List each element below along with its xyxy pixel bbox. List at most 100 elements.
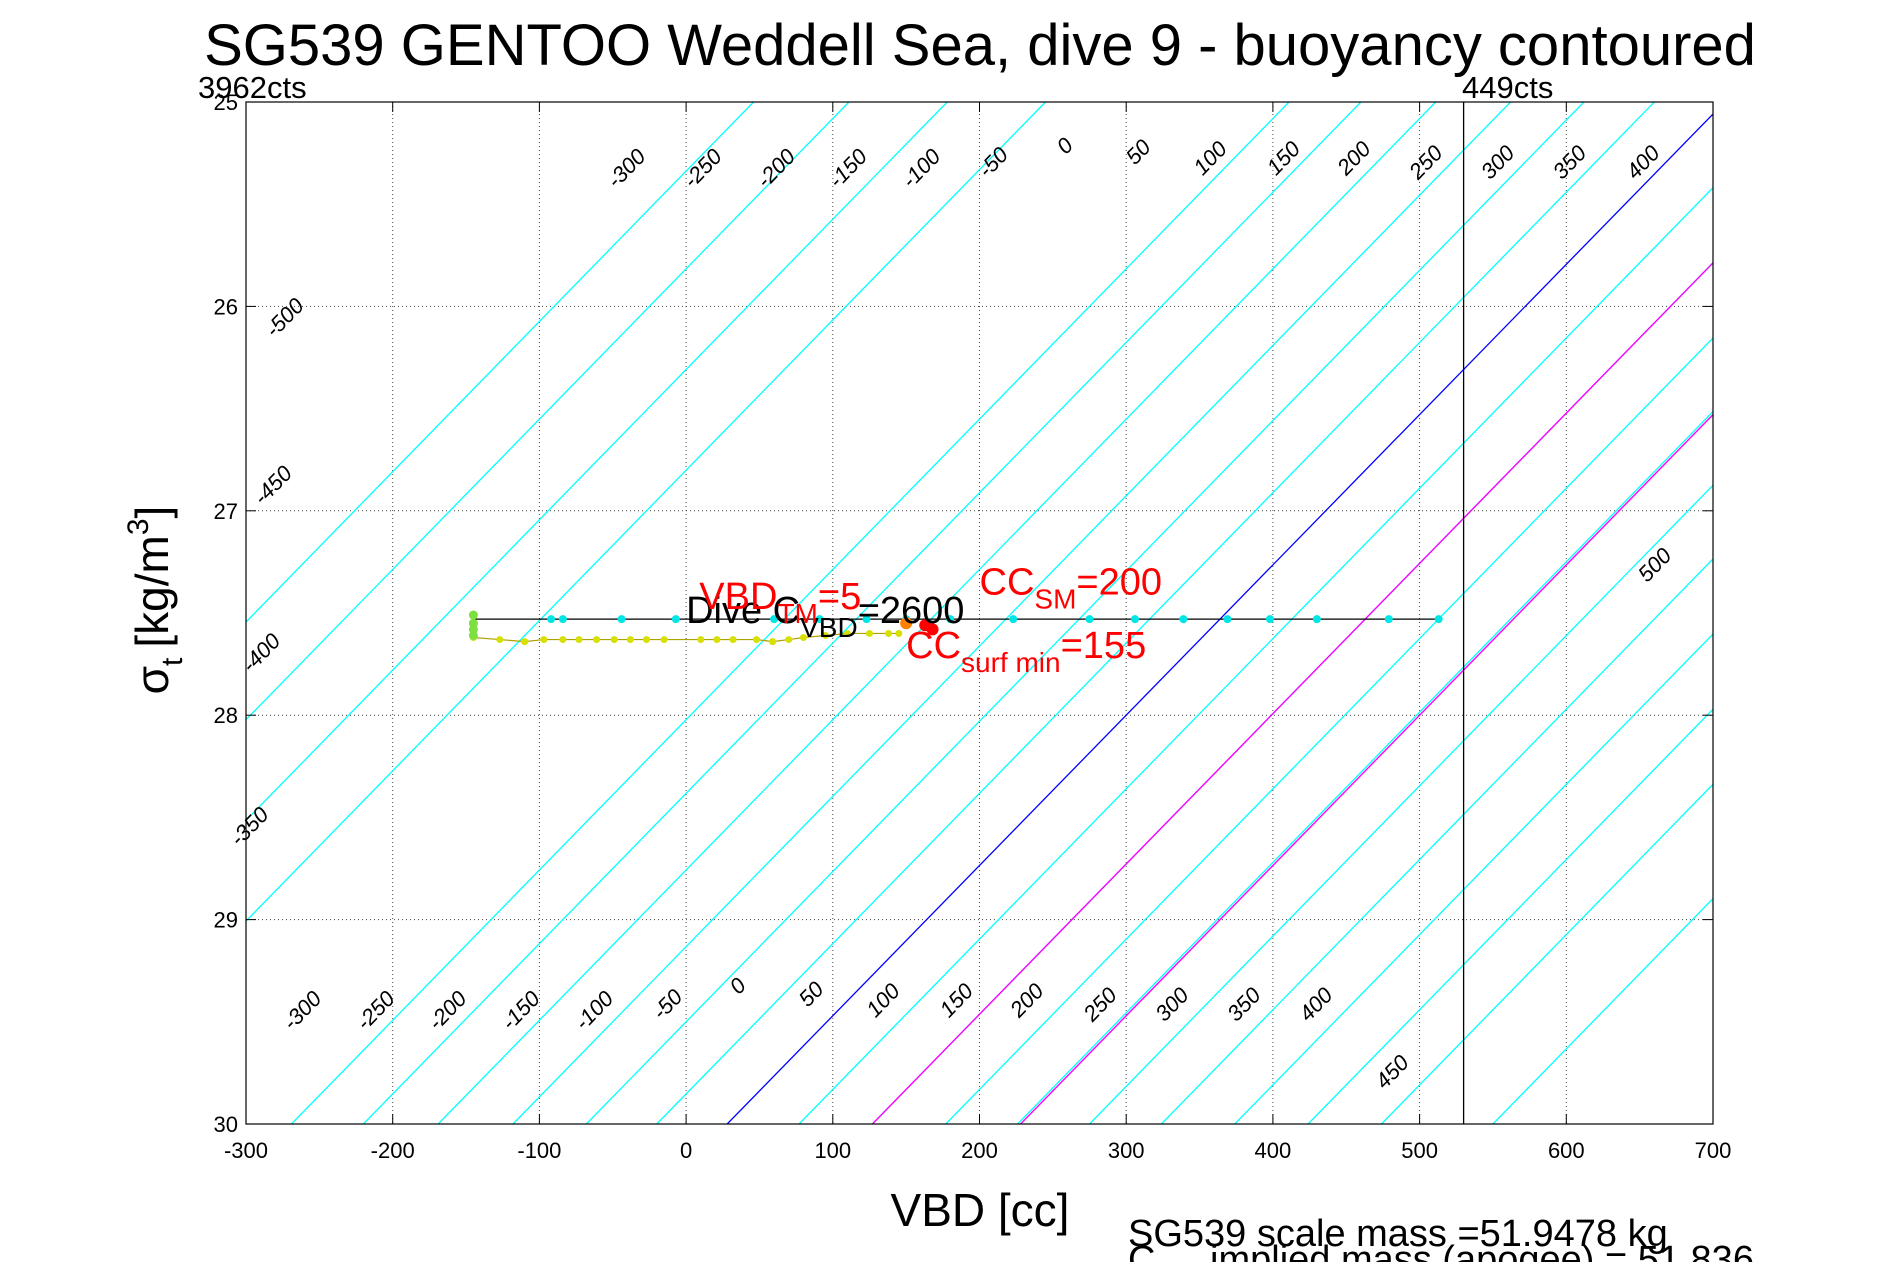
x-tick-label: 700 (1695, 1138, 1732, 1163)
contour-label--250: -250 (678, 143, 727, 193)
descent-point (815, 615, 824, 624)
x-tick-label: 400 (1255, 1138, 1292, 1163)
contour-line-400 (1307, 708, 1713, 1124)
contour-label-0: 0 (1052, 132, 1079, 159)
dive-track (468, 610, 1443, 646)
contour-label-0: 0 (724, 972, 751, 999)
contour-label--50: -50 (647, 984, 688, 1025)
contour-label--350: -350 (225, 801, 274, 851)
annotation-cc_surf_min: CCsurf min=155 (906, 625, 1146, 678)
right-counts-label: 449cts (1462, 70, 1553, 105)
y-axis-label-sup: 3 (122, 518, 155, 535)
contour-line-250 (1089, 484, 1713, 1124)
contour-label--200: -200 (423, 985, 472, 1035)
contour-line--300 (291, 102, 1290, 1124)
annotation-sub: SM (1034, 584, 1076, 615)
contour-line--150 (512, 102, 1512, 1124)
contour-label-400: 400 (1621, 140, 1665, 184)
annotation-dive_c_vbd: Dive CVBD=2600 (686, 590, 964, 643)
ascent-point (697, 636, 705, 644)
contour-label-350: 350 (1222, 982, 1266, 1026)
contour-line-450 (1380, 783, 1713, 1124)
ascent-point (660, 636, 668, 644)
contour-label-250: 250 (1403, 140, 1448, 185)
annotation-main: VBD (699, 576, 777, 618)
descent-point (1179, 615, 1188, 624)
annotation-vbd_tm: VBDTM=5 (699, 576, 861, 629)
ascent-point (540, 636, 548, 644)
x-tick-label: 0 (680, 1138, 692, 1163)
cc-line-1 (1020, 413, 1713, 1124)
highlight-point (926, 623, 939, 636)
contour-line--100 (585, 102, 1585, 1124)
contour-label--250: -250 (351, 985, 400, 1035)
annotation-value: =5 (818, 576, 861, 618)
ascent-point (593, 636, 601, 644)
footer-implied-mass-text: implied mass (apogee) = 51.836 (1210, 1239, 1754, 1262)
contour-label-150: 150 (935, 978, 979, 1022)
footer-implied-mass-sub: C (1128, 1239, 1155, 1262)
ascent-point (626, 636, 634, 644)
x-tick-label: -200 (371, 1138, 415, 1163)
contour-line-200 (1017, 410, 1713, 1124)
descent-point (862, 615, 871, 624)
y-tick-label: 26 (214, 294, 238, 319)
contour-label-200: 200 (1004, 978, 1049, 1023)
contour-line-50 (798, 186, 1713, 1124)
contour-label--400: -400 (237, 628, 286, 678)
ascent-point (729, 636, 737, 644)
x-tick-label: -300 (224, 1138, 268, 1163)
y-axis-ticks: 25 26 27 28 29 30 (214, 90, 1713, 1137)
descent-point (1434, 615, 1443, 624)
descent-point (770, 615, 779, 624)
descent-point (1312, 615, 1321, 624)
x-tick-label: 200 (961, 1138, 998, 1163)
contour-line--50 (656, 102, 1655, 1124)
ascent-point (521, 638, 529, 646)
annotation-value: =2600 (858, 590, 965, 632)
contour-line--250 (362, 102, 1362, 1124)
contour-label--500: -500 (260, 292, 309, 342)
contour-label-350: 350 (1548, 140, 1592, 184)
annotation-sub: VBD (800, 612, 858, 643)
y-axis-label-unit: [kg/m (126, 535, 178, 647)
contour-label-300: 300 (1476, 140, 1520, 184)
y-tick-label: 25 (214, 90, 238, 115)
contour-line--350 (246, 102, 1046, 923)
svg-text:σt[kg/m3]: σt [kg/m3] (122, 506, 189, 695)
contour-line-0 (726, 113, 1713, 1124)
y-axis-label-sub: t (156, 657, 189, 666)
ascent-point (753, 636, 761, 644)
annotation-sub: TM (777, 598, 817, 629)
highlight-point (900, 617, 913, 630)
descent-point (946, 615, 955, 624)
ascent-point (799, 634, 807, 642)
x-tick-label: 600 (1548, 1138, 1585, 1163)
contour-label-500: 500 (1633, 542, 1677, 586)
contour-label--150: -150 (496, 985, 545, 1035)
y-tick-label: 27 (214, 499, 238, 524)
annotation-sub: surf min (961, 647, 1061, 678)
y-axis-label-close: ] (126, 506, 178, 519)
descent-point (1085, 615, 1094, 624)
y-axis-label: σt [kg/m3] (122, 506, 189, 695)
surface-point (468, 610, 478, 620)
grid-lines (245, 101, 1714, 1125)
y-tick-label: 29 (214, 908, 238, 933)
contour-label-250: 250 (1078, 982, 1123, 1027)
contour-label--100: -100 (897, 143, 946, 193)
chart-title: SG539 GENTOO Weddell Sea, dive 9 - buoya… (204, 13, 1756, 78)
annotation-main: Dive C (686, 590, 800, 632)
cc-line-0 (871, 261, 1713, 1124)
annotation-value: =200 (1076, 562, 1162, 604)
left-counts-label: 3962cts (198, 70, 307, 105)
contour-line-500 (1492, 897, 1713, 1124)
descent-point (1131, 615, 1140, 624)
contour-line--400 (246, 102, 948, 822)
ascent-point (895, 629, 903, 637)
ascent-point (496, 636, 504, 644)
annotation-cc_sm: CCSM=200 (980, 562, 1162, 615)
contour-line--200 (437, 102, 1437, 1124)
